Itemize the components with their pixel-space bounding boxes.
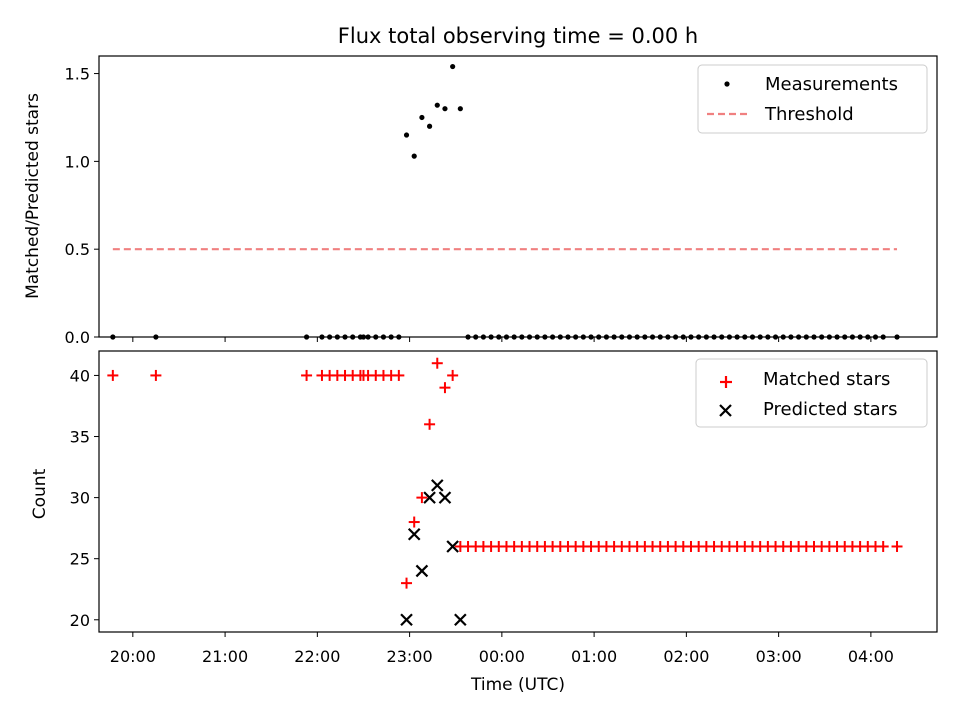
x-tick-label: 01:00	[571, 647, 617, 666]
matched-star-point	[447, 369, 459, 381]
predicted-star-point	[446, 540, 459, 553]
x-tick-label: 23:00	[387, 647, 433, 666]
matched-star-point	[408, 516, 420, 528]
predicted-star-point	[400, 613, 413, 627]
measurement-point	[426, 123, 433, 129]
matched-star-point	[439, 382, 451, 394]
predicted-stars-layer	[400, 479, 467, 627]
bottom-y-axis-ticks: 20 25 30 35 40	[70, 366, 99, 630]
measurement-point	[434, 102, 440, 108]
top-y-axis-ticks: 0.0 0.5 1.0 1.5	[65, 65, 99, 347]
measurement-point	[442, 106, 448, 112]
matched-star-point	[150, 369, 162, 381]
x-tick-label: 21:00	[202, 647, 248, 666]
top-y-tick-label: 1.5	[65, 65, 90, 84]
x-tick-label: 20:00	[110, 647, 156, 666]
bottom-plot-frame	[98, 350, 938, 633]
bottom-plot-area: 20 25 30 35 40 20:00 21:00 22:00 23:00 00:00 01:0…	[30, 350, 938, 695]
legend-matched-marker	[720, 376, 732, 388]
predicted-star-point	[430, 479, 444, 492]
predicted-star-point	[423, 491, 436, 504]
top-plot-frame	[98, 55, 938, 338]
legend-matched-label: Matched stars	[763, 369, 890, 390]
predicted-star-point	[454, 613, 467, 627]
measurement-point	[450, 63, 456, 70]
top-legend-box	[697, 64, 928, 134]
bottom-y-tick-label: 30	[70, 489, 90, 508]
matched-stars-layer	[107, 357, 903, 589]
measurement-point	[403, 132, 410, 138]
bottom-legend: Matched stars Predicted stars	[695, 358, 928, 428]
legend-threshold-label: Threshold	[764, 104, 854, 125]
matched-star-point	[107, 369, 119, 381]
bottom-y-tick-label: 25	[70, 550, 90, 569]
x-tick-label: 04:00	[848, 647, 894, 666]
matched-star-point	[891, 540, 903, 552]
x-axis-label: Time (UTC)	[470, 675, 565, 695]
x-tick-label: 00:00	[479, 647, 525, 666]
matched-star-point	[431, 357, 443, 369]
bottom-y-axis-label: Count	[30, 468, 50, 519]
x-tick-label: 02:00	[663, 647, 709, 666]
predicted-star-point	[407, 527, 421, 541]
matched-star-point	[393, 369, 405, 381]
measurement-point	[457, 106, 463, 112]
measurement-point	[411, 153, 417, 159]
top-y-axis-label: Matched/Predicted stars	[23, 93, 43, 299]
legend-measurements-marker	[724, 81, 730, 87]
top-x-axis-ticks	[132, 337, 872, 342]
chart-title: Flux total observing time = 0.00 h	[338, 24, 698, 48]
legend-measurements-label: Measurements	[765, 74, 898, 95]
top-y-tick-label: 0.5	[65, 240, 90, 259]
top-y-tick-label: 1.0	[65, 152, 90, 171]
legend-predicted-marker	[719, 404, 732, 417]
matched-star-point	[416, 492, 428, 504]
measurement-point	[419, 114, 425, 121]
legend-predicted-label: Predicted stars	[763, 399, 897, 420]
predicted-star-point	[438, 491, 452, 504]
matched-star-point	[424, 418, 436, 430]
matched-star-point	[877, 540, 889, 552]
top-y-tick-label: 0.0	[65, 328, 90, 347]
x-tick-label: 03:00	[756, 647, 802, 666]
matched-star-point	[401, 577, 413, 589]
bottom-y-tick-label: 35	[70, 428, 90, 447]
top-legend: Measurements Threshold	[697, 64, 928, 134]
bottom-x-axis-ticks: 20:00 21:00 22:00 23:00 00:00 01:00 02:00 03:00…	[110, 632, 894, 666]
x-tick-label: 22:00	[294, 647, 340, 666]
matched-star-point	[301, 369, 313, 381]
bottom-y-tick-label: 40	[70, 366, 90, 385]
bottom-y-tick-label: 20	[70, 611, 90, 630]
top-plot-area: 0.0 0.5 1.0 1.5 Matched/Predicted stars Mea…	[23, 55, 938, 347]
bottom-legend-box	[695, 358, 928, 428]
predicted-star-point	[415, 564, 429, 578]
